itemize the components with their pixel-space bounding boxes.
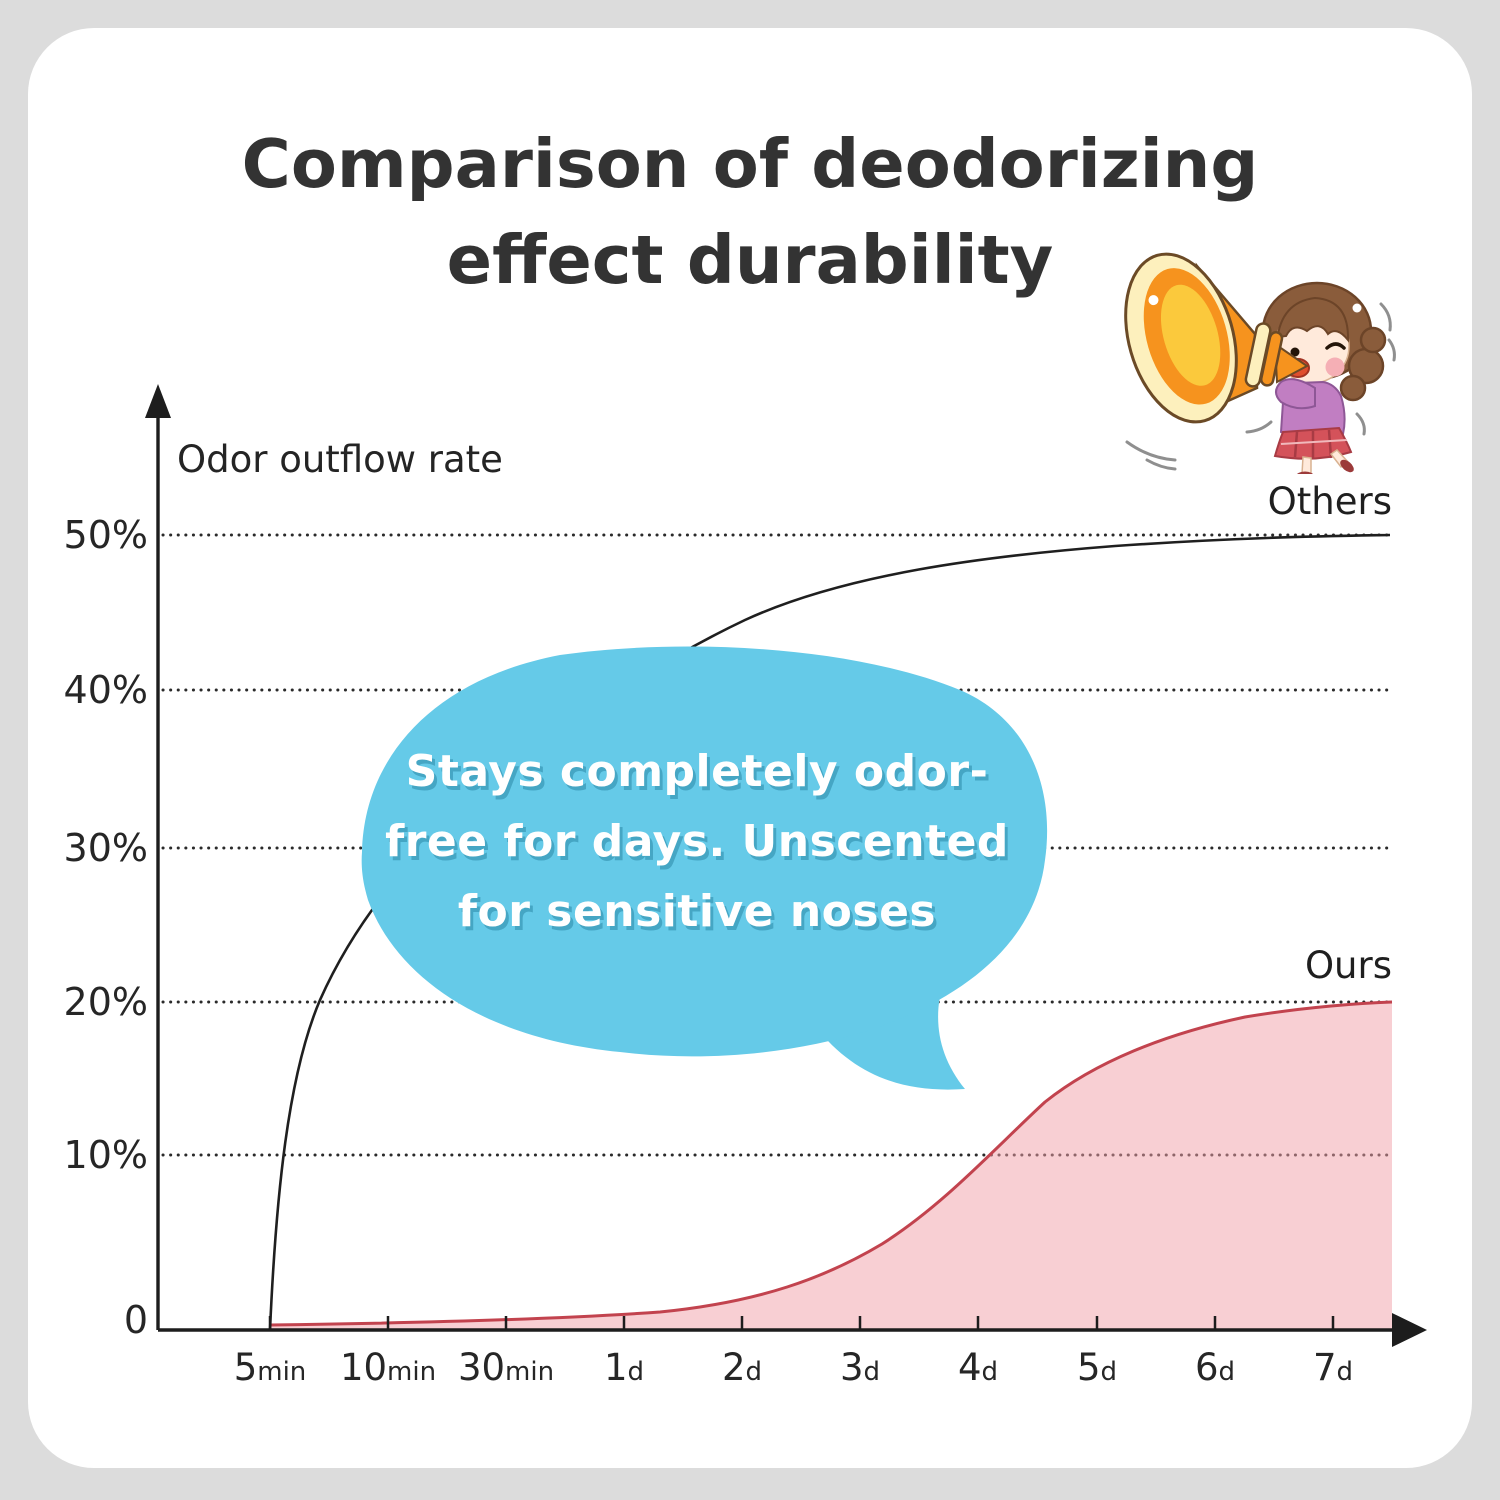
page-title: Comparison of deodorizing effect durabil… [28,116,1472,308]
x-axis-arrow-icon [1392,1313,1427,1347]
girl-eye [1290,347,1300,357]
y-tick-20: 20% [63,980,148,1024]
bubble-line-2: free for days. Unscented [385,816,1009,867]
y-tick-40: 40% [63,668,148,712]
y-tick-30: 30% [63,826,148,870]
series-label-others: Others [1267,480,1392,523]
speech-bubble-text: Stays completely odor- free for days. Un… [352,737,1042,947]
x-tick-2d: 2d [721,1346,763,1389]
y-axis-title: Odor outflow rate [177,438,503,481]
y-tick-50: 50% [63,513,148,557]
x-tick-marks [268,1316,1335,1329]
x-tick-1d: 1d [603,1346,645,1389]
x-tick-5d: 5d [1076,1346,1118,1389]
girl-with-megaphone-illustration [1124,252,1396,474]
x-tick-5min: 5min [233,1346,307,1389]
y-axis-arrow-icon [145,384,171,418]
motion-lines [1125,302,1396,471]
series-label-ours: Ours [1304,944,1392,987]
x-tick-10min: 10min [339,1346,437,1389]
y-tick-0: 0 [123,1298,148,1342]
bubble-line-1: Stays completely odor- [405,746,989,797]
girl-wink-eye [1325,342,1346,350]
bubble-line-3: for sensitive noses [457,886,937,937]
x-tick-30min: 30min [457,1346,555,1389]
x-tick-4d: 4d [957,1346,999,1389]
title-line-2: effect durability [446,221,1054,299]
girl-arm [1275,378,1316,410]
x-tick-6d: 6d [1194,1346,1236,1389]
megaphone-icon [1124,252,1310,424]
title-line-1: Comparison of deodorizing [241,125,1259,203]
y-tick-10: 10% [63,1133,148,1177]
speech-bubble-shape [361,646,1048,1090]
x-tick-7d: 7d [1312,1346,1354,1389]
x-tick-3d: 3d [839,1346,881,1389]
ours-curve [269,1000,1393,1327]
ours-area-fill [270,1002,1392,1329]
